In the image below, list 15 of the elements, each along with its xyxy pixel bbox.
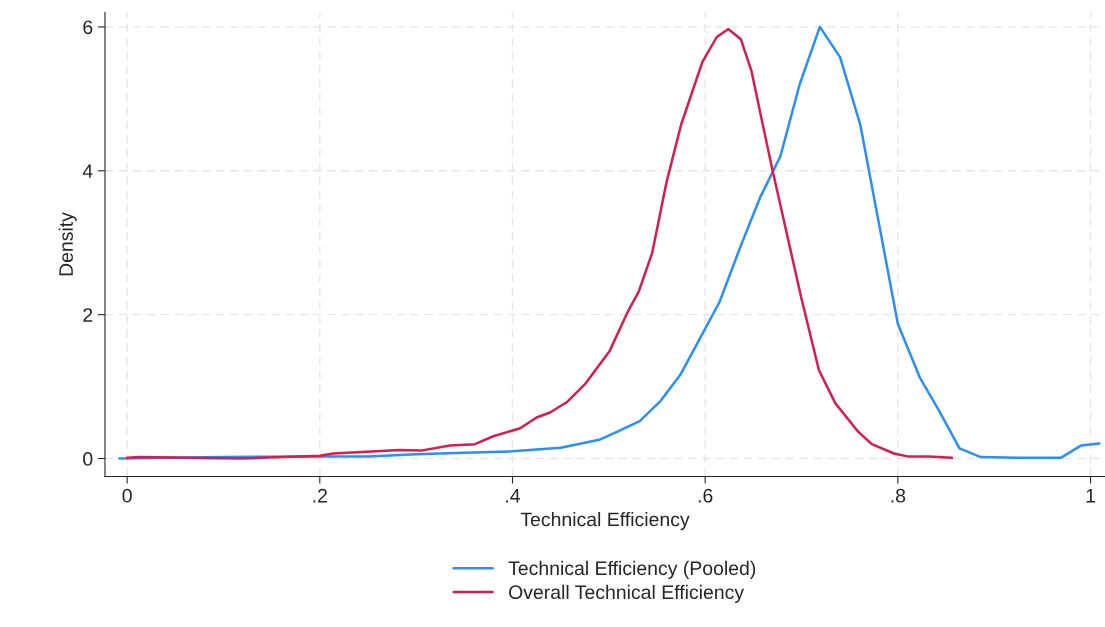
- x-tick-label: 1: [1086, 489, 1096, 503]
- x-tick-label: .6: [698, 488, 713, 503]
- x-tick-label: .8: [891, 488, 906, 503]
- y-axis-title: Density: [58, 212, 77, 276]
- y-tick-label: 0: [83, 452, 93, 466]
- x-axis-title: Technical Efficiency: [520, 512, 690, 531]
- y-tick-label: 6: [83, 20, 93, 35]
- x-tick-label: .4: [506, 489, 521, 503]
- legend-label: Technical Efficiency (Pooled): [508, 560, 756, 579]
- y-tick-label: 4: [82, 164, 93, 178]
- y-tick-label: 2: [83, 308, 93, 322]
- line-series: [125, 27, 954, 460]
- x-tick-label: 0: [122, 488, 132, 503]
- legend-label: Overall Technical Efficiency: [509, 584, 745, 603]
- x-tick-label: .2: [313, 488, 327, 503]
